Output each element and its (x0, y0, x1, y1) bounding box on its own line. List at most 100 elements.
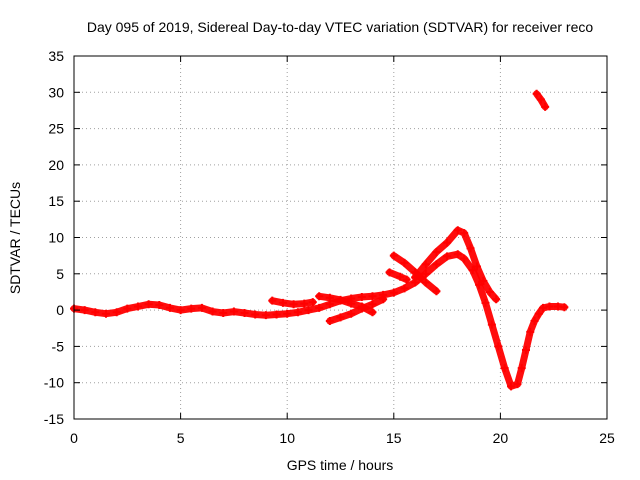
data-point (517, 364, 526, 373)
data-point (545, 302, 554, 311)
x-tick-label: 20 (493, 430, 509, 446)
data-point (432, 287, 441, 296)
plot-frame (73, 55, 608, 420)
data-point (293, 308, 302, 317)
data-point (500, 364, 509, 373)
grid-lines (74, 56, 607, 419)
data-point (272, 310, 281, 319)
data-point (560, 303, 569, 312)
data-point (453, 226, 462, 235)
data-point (400, 284, 409, 293)
data-point (485, 287, 494, 296)
data-point (432, 248, 441, 257)
data-point (466, 244, 475, 253)
data-point (453, 250, 462, 259)
data-point (325, 316, 334, 325)
data-point (432, 260, 441, 269)
chart-title: Day 095 of 2019, Sidereal Day-to-day VTE… (87, 19, 593, 35)
y-tick-label: 5 (56, 266, 64, 282)
data-point (539, 303, 548, 312)
data-point (411, 268, 420, 277)
data-point (521, 346, 530, 355)
data-point (91, 308, 100, 317)
y-tick-label: 25 (48, 121, 64, 137)
y-tick-labels: -15 -10 -5 0 5 10 15 20 25 30 35 (44, 48, 64, 427)
data-point (315, 292, 324, 301)
data-point (472, 262, 481, 271)
x-tick-label: 25 (599, 430, 615, 446)
x-axis-label: GPS time / hours (287, 457, 394, 473)
data-point (208, 307, 217, 316)
series-dip-branch (325, 295, 388, 325)
data-point (534, 309, 543, 318)
data-point (368, 292, 377, 301)
data-point (507, 382, 516, 391)
data-point (176, 306, 185, 315)
series-main-track (70, 250, 569, 391)
data-point (268, 296, 277, 305)
data-point (336, 295, 345, 304)
data-point (368, 308, 377, 317)
data-point (304, 306, 313, 315)
data-point (278, 298, 287, 307)
data-point (481, 298, 490, 307)
tick-marks (73, 55, 608, 420)
data-point (261, 311, 270, 320)
data-point (300, 299, 309, 308)
data-point (536, 95, 545, 104)
data-point (336, 313, 345, 322)
data-point (357, 304, 366, 313)
data-point (325, 293, 334, 302)
data-point (402, 275, 411, 284)
data-point (396, 272, 405, 281)
data-point (541, 102, 550, 111)
data-point (389, 251, 398, 260)
series-isolated-fragment (532, 89, 550, 111)
data-point (80, 306, 89, 315)
data-point (133, 302, 142, 311)
x-tick-labels: 0 5 10 15 20 25 (70, 430, 615, 446)
data-point (526, 327, 535, 336)
data-point (144, 300, 153, 309)
data-point (347, 299, 356, 308)
data-point (460, 254, 469, 263)
x-tick-label: 15 (386, 430, 402, 446)
y-tick-label: 15 (48, 193, 64, 209)
data-point (421, 260, 430, 269)
data-point (112, 308, 121, 317)
data-point (229, 307, 238, 316)
data-point (368, 300, 377, 309)
data-point (240, 309, 249, 318)
data-point (443, 252, 452, 261)
y-tick-label: 20 (48, 157, 64, 173)
y-tick-label: 0 (56, 302, 64, 318)
data-point (289, 300, 298, 309)
data-point (347, 309, 356, 318)
series-lower-early-branch (268, 296, 317, 309)
data-point (385, 268, 394, 277)
y-tick-label: 30 (48, 84, 64, 100)
data-point (421, 269, 430, 278)
series-mid-fragment (385, 268, 411, 284)
data-points (70, 89, 569, 391)
data-point (443, 238, 452, 247)
data-point (479, 277, 488, 286)
series-upper-branch (411, 226, 501, 304)
data-point (530, 316, 539, 325)
data-point (513, 380, 522, 389)
data-point (389, 288, 398, 297)
data-point (155, 301, 164, 310)
data-point (532, 89, 541, 98)
x-tick-label: 10 (279, 430, 295, 446)
y-tick-label: 35 (48, 48, 64, 64)
data-point (101, 309, 110, 318)
x-tick-label: 5 (177, 430, 185, 446)
data-point (219, 309, 228, 318)
data-point (165, 303, 174, 312)
y-tick-label: -5 (52, 338, 65, 354)
data-point (494, 342, 503, 351)
y-tick-label: -15 (44, 411, 64, 427)
data-point (400, 258, 409, 267)
data-point (487, 320, 496, 329)
y-axis-label: SDTVAR / TECUs (7, 182, 23, 294)
